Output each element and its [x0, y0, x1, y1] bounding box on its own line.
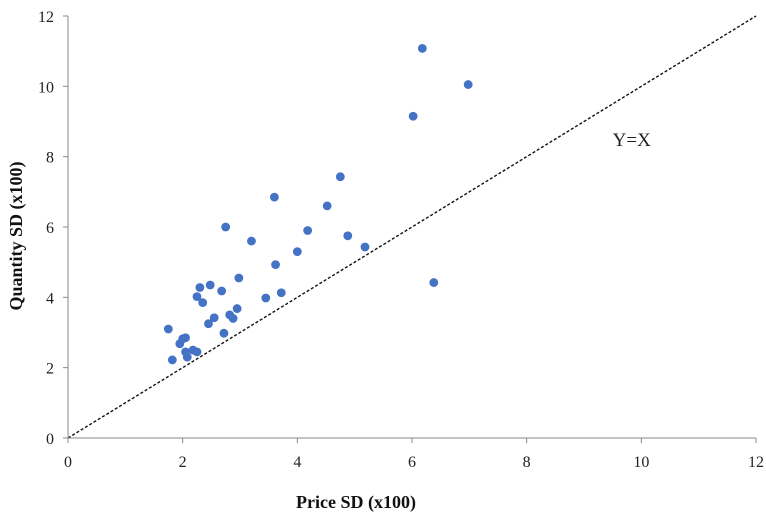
data-point — [228, 314, 238, 323]
y-tick-label: 8 — [46, 150, 54, 167]
y-tick-label: 6 — [46, 220, 54, 237]
y-axis-title: Quantity SD (x100) — [6, 161, 27, 310]
x-tick-label: 4 — [293, 454, 301, 471]
data-point — [463, 80, 473, 89]
data-point — [192, 292, 202, 302]
data-point — [167, 355, 177, 365]
x-tick-label: 12 — [748, 454, 764, 471]
data-point — [417, 43, 427, 53]
data-point — [163, 324, 173, 334]
data-point — [270, 192, 279, 202]
data-point — [360, 242, 370, 252]
x-tick-label: 0 — [64, 454, 72, 471]
y-tick-label: 2 — [46, 361, 54, 378]
data-point — [219, 328, 229, 338]
data-point — [276, 288, 286, 298]
data-point — [429, 278, 439, 287]
data-point — [204, 319, 213, 329]
x-tick-label: 10 — [633, 454, 649, 471]
data-point — [408, 111, 418, 121]
data-point — [181, 333, 190, 343]
data-point — [192, 347, 202, 357]
x-axis-title: Price SD (x100) — [296, 492, 416, 513]
data-point — [232, 304, 242, 313]
data-point — [195, 283, 205, 292]
data-point — [247, 236, 256, 246]
data-point — [335, 172, 345, 182]
x-tick-label: 6 — [408, 454, 416, 471]
reference-line-y-equals-x — [67, 15, 757, 439]
data-point — [182, 352, 192, 362]
y-tick-label: 12 — [38, 9, 54, 26]
data-point — [261, 293, 271, 303]
y-tick-label: 4 — [46, 290, 54, 307]
data-point — [322, 201, 332, 211]
data-point — [217, 286, 227, 296]
data-point — [343, 231, 353, 241]
data-point — [198, 298, 208, 308]
x-tick-label: 2 — [179, 454, 187, 471]
data-point — [209, 313, 219, 323]
y-tick-label: 10 — [38, 79, 54, 96]
reference-line-label: Y=X — [613, 130, 651, 151]
data-point — [292, 247, 302, 257]
x-tick-label: 8 — [523, 454, 531, 471]
data-point — [205, 280, 215, 290]
data-point — [303, 226, 313, 235]
data-point — [234, 273, 244, 283]
y-tick-label: 0 — [46, 431, 54, 448]
data-point — [271, 260, 280, 270]
data-point — [221, 222, 231, 232]
